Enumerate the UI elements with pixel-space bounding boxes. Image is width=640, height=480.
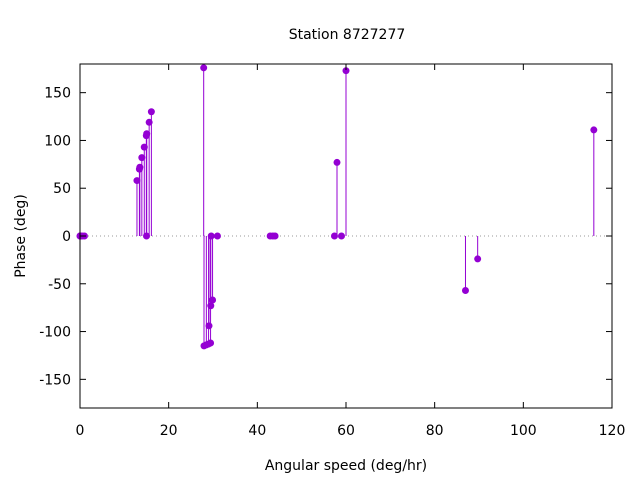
data-points [76, 64, 598, 350]
data-point [207, 339, 215, 347]
data-point [271, 232, 279, 240]
y-axis-label: Phase (deg) [13, 194, 29, 278]
data-point [330, 232, 338, 240]
data-point [200, 64, 208, 72]
x-axis-label: Angular speed (deg/hr) [265, 458, 427, 474]
axis-ticks [79, 64, 613, 408]
data-point [207, 232, 215, 240]
data-point [136, 163, 144, 171]
data-point [143, 130, 151, 138]
y-tick-labels: 150 100 50 0 -50 -100 -150 [39, 86, 71, 389]
x-tick-label: 0 [76, 423, 85, 439]
data-point [474, 255, 482, 263]
data-point [205, 322, 213, 330]
data-point [207, 302, 215, 310]
data-point [138, 154, 146, 162]
x-tick-label: 40 [248, 423, 266, 439]
data-point [333, 158, 341, 166]
x-tick-label: 100 [510, 423, 537, 439]
data-point [145, 118, 153, 126]
data-point [140, 143, 148, 151]
y-tick-label: 150 [44, 86, 71, 102]
y-tick-label: -100 [39, 325, 71, 341]
x-tick-label: 60 [337, 423, 355, 439]
data-point [143, 232, 150, 240]
data-point [590, 126, 598, 134]
x-tick-label: 80 [426, 423, 444, 439]
stems [136, 67, 595, 346]
y-tick-label: 100 [44, 133, 71, 149]
y-tick-label: -50 [48, 277, 71, 293]
x-tick-labels: 0 20 40 60 80 100 120 [76, 423, 626, 439]
y-tick-label: -150 [39, 372, 71, 388]
data-point [209, 296, 217, 304]
data-point [342, 67, 350, 75]
x-tick-label: 120 [599, 423, 626, 439]
y-tick-label: 50 [53, 181, 71, 197]
data-point [213, 232, 221, 240]
data-point [337, 232, 345, 240]
data-point [461, 286, 469, 294]
data-point [147, 108, 155, 116]
data-point [133, 177, 141, 185]
chart-title: Station 8727277 [289, 27, 406, 43]
y-tick-label: 0 [62, 229, 71, 245]
x-tick-label: 20 [160, 423, 178, 439]
